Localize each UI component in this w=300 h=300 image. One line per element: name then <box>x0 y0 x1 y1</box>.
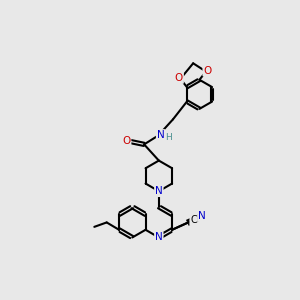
Text: O: O <box>203 66 211 76</box>
Text: O: O <box>122 136 130 146</box>
Text: O: O <box>175 73 183 83</box>
Text: H: H <box>166 133 172 142</box>
Text: N: N <box>155 186 163 196</box>
Text: C: C <box>190 215 197 225</box>
Text: N: N <box>155 232 163 242</box>
Text: N: N <box>157 130 164 140</box>
Text: N: N <box>198 211 206 221</box>
